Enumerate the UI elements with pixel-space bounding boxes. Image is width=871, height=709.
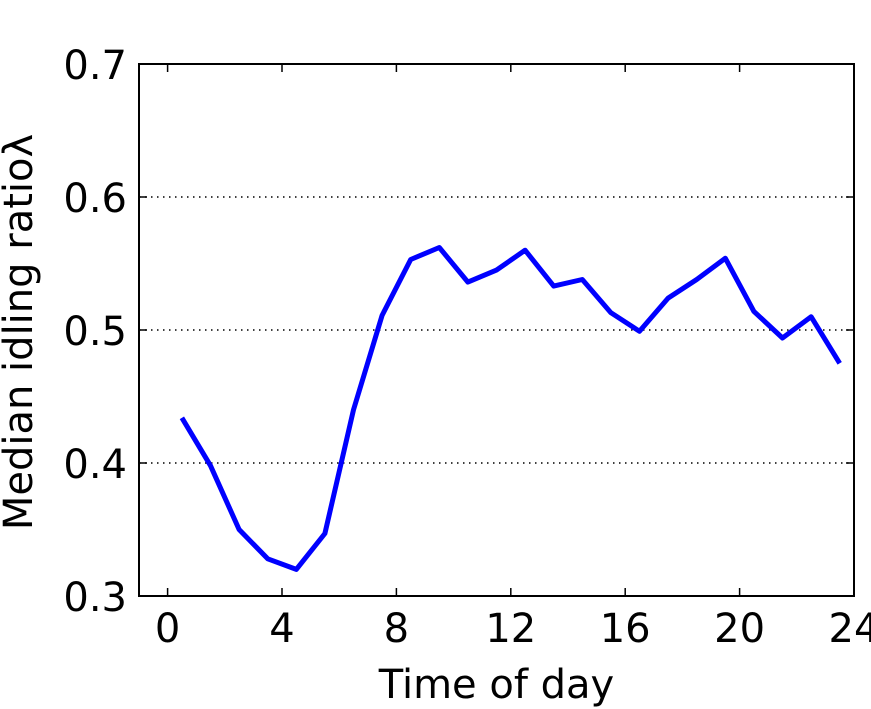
x-tick-label: 16 [600,606,651,652]
x-tick-label: 24 [829,606,871,652]
y-tick-label: 0.6 [63,176,127,222]
x-tick-label: 12 [485,606,536,652]
series-line [179,245,842,572]
y-axis-label: Median idling ratioλ [0,134,42,530]
x-tick-label: 4 [269,606,294,652]
y-tick-label: 0.3 [63,575,127,621]
x-tick-label: 20 [714,606,765,652]
x-tick-label: 8 [384,606,409,652]
ticks [139,63,855,597]
series-layer [179,245,842,572]
y-tick-label: 0.5 [63,309,127,355]
y-tick-label: 0.7 [63,43,127,89]
x-tick-label: 0 [155,606,180,652]
grid-lines [139,196,854,464]
plot-frame [138,63,855,597]
tick-labels: 0.3 0.4 0.5 0.6 0.7 0 4 8 12 16 20 24 [63,43,871,652]
x-axis-label: Time of day [378,662,614,708]
y-tick-label: 0.4 [63,442,127,488]
